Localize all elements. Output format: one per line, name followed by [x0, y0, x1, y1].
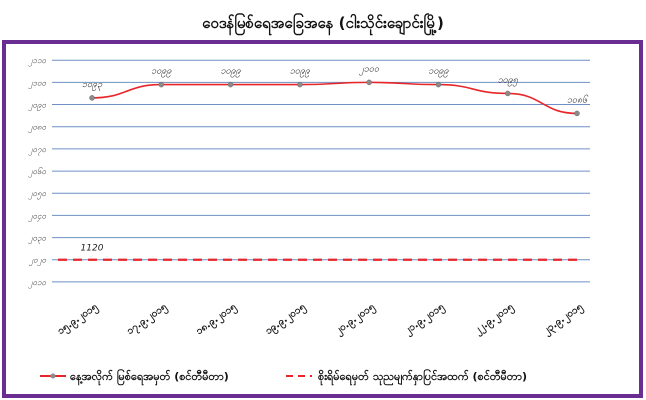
legend-marker-series-0 — [50, 373, 56, 379]
y-axis-ticks: ၂၀၁၀ ၂၀၂၀ ၂၀၃၀ ၂၀၄၀ ၂၀၅၀ ၂၀၆၀ ၂၀၇၀ ၂၀၈၀ ၂၀၉၀ ၂၁၀၀… — [28, 56, 47, 289]
data-point-0-3 — [297, 81, 303, 88]
y-tick-label-8: ၂၀၉၀ — [28, 101, 47, 112]
y-tick-label-3: ၂၀၄၀ — [28, 211, 47, 222]
data-point-0-4 — [366, 79, 372, 86]
data-label-0-3: ၁၀၉၉ — [290, 67, 311, 78]
data-point-0-7 — [574, 110, 580, 117]
legend-label-series-1: စိုးရိမ်ရေမှတ် သုညမျက်နှာပြင်အထက် (စင်တီ… — [318, 368, 527, 386]
y-tick-label-7: ၂၀၈၀ — [28, 123, 47, 134]
x-axis-ticks: ၁၅.၉.၂၀၁၅ ၁၇.၉.၂၀၁၅ ၁၈.၉.၂၀၁၅ ၁၉.၉.၂၀၁၅ ၂၀.၉… — [56, 301, 587, 339]
y-tick-label-2: ၂၀၃၀ — [28, 234, 47, 245]
series-line-0 — [91, 81, 578, 115]
data-label-0-0: ၁၀၉၃ — [82, 80, 103, 91]
data-point-0-2 — [227, 81, 234, 88]
x-tick-label-4: ၂၀.၉.၂၀၁၅ — [333, 301, 378, 339]
y-tick-label-4: ၂၀၅၀ — [28, 189, 47, 200]
x-tick-label-3: ၁၉.၉.၂၀၁၅ — [263, 301, 309, 339]
data-point-0-6 — [504, 90, 511, 97]
y-tick-label-9: ၂၁၀၀ — [28, 78, 47, 89]
data-label-0-7: ၁၀၈၆ — [567, 94, 589, 105]
data-label-1-0: 1120 — [81, 244, 104, 254]
y-tick-label-5: ၂၀၆၀ — [28, 167, 47, 178]
legend: နေ့အလိုက် မြစ်ရေအမှတ် (စင်တီမီတာ) စိုးရိ… — [40, 368, 527, 386]
y-tick-label-10: ၂၁၁၀ — [28, 56, 47, 67]
y-tick-label-6: ၂၀၇၀ — [28, 145, 47, 156]
legend-label-series-0: နေ့အလိုက် မြစ်ရေအမှတ် (စင်တီမီတာ) — [70, 368, 229, 386]
x-tick-label-1: ၁၇.၉.၂၀၁၅ — [125, 301, 171, 339]
y-tick-label-1: ၂၀၂၀ — [28, 256, 46, 267]
chart-frame — [2, 40, 643, 398]
x-tick-label-7: ၂၃.၉.၂၀၁၅ — [541, 301, 586, 339]
x-tick-label-6: ၂၂.၉.၂၀၁၅ — [472, 301, 517, 338]
data-point-0-5 — [435, 81, 442, 88]
data-label-0-6: ၁၀၉၅ — [498, 75, 519, 86]
data-label-0-4: ၂၁၀၀ — [358, 64, 380, 75]
y-tick-label-0: ၂၀၁၀ — [28, 278, 47, 289]
data-label-0-5: ၁၀၉၉ — [428, 67, 449, 78]
x-tick-label-0: ၁၅.၉.၂၀၁၅ — [56, 301, 102, 339]
data-point-0-0 — [89, 95, 95, 101]
data-point-0-1 — [158, 81, 165, 88]
x-tick-label-2: ၁၈.၉.၂၀၁၅ — [194, 301, 240, 339]
data-label-0-2: ၁၀၉၉ — [220, 67, 241, 78]
chart-title: ဝေဒန်မြစ်ရေအခြေအနေ (ငါးသိုင်းချောင်းမြို… — [202, 12, 444, 36]
data-label-0-1: ၁၀၉၉ — [151, 67, 172, 78]
x-tick-label-5: ၂၁.၉.၂၀၁၅ — [403, 301, 448, 339]
